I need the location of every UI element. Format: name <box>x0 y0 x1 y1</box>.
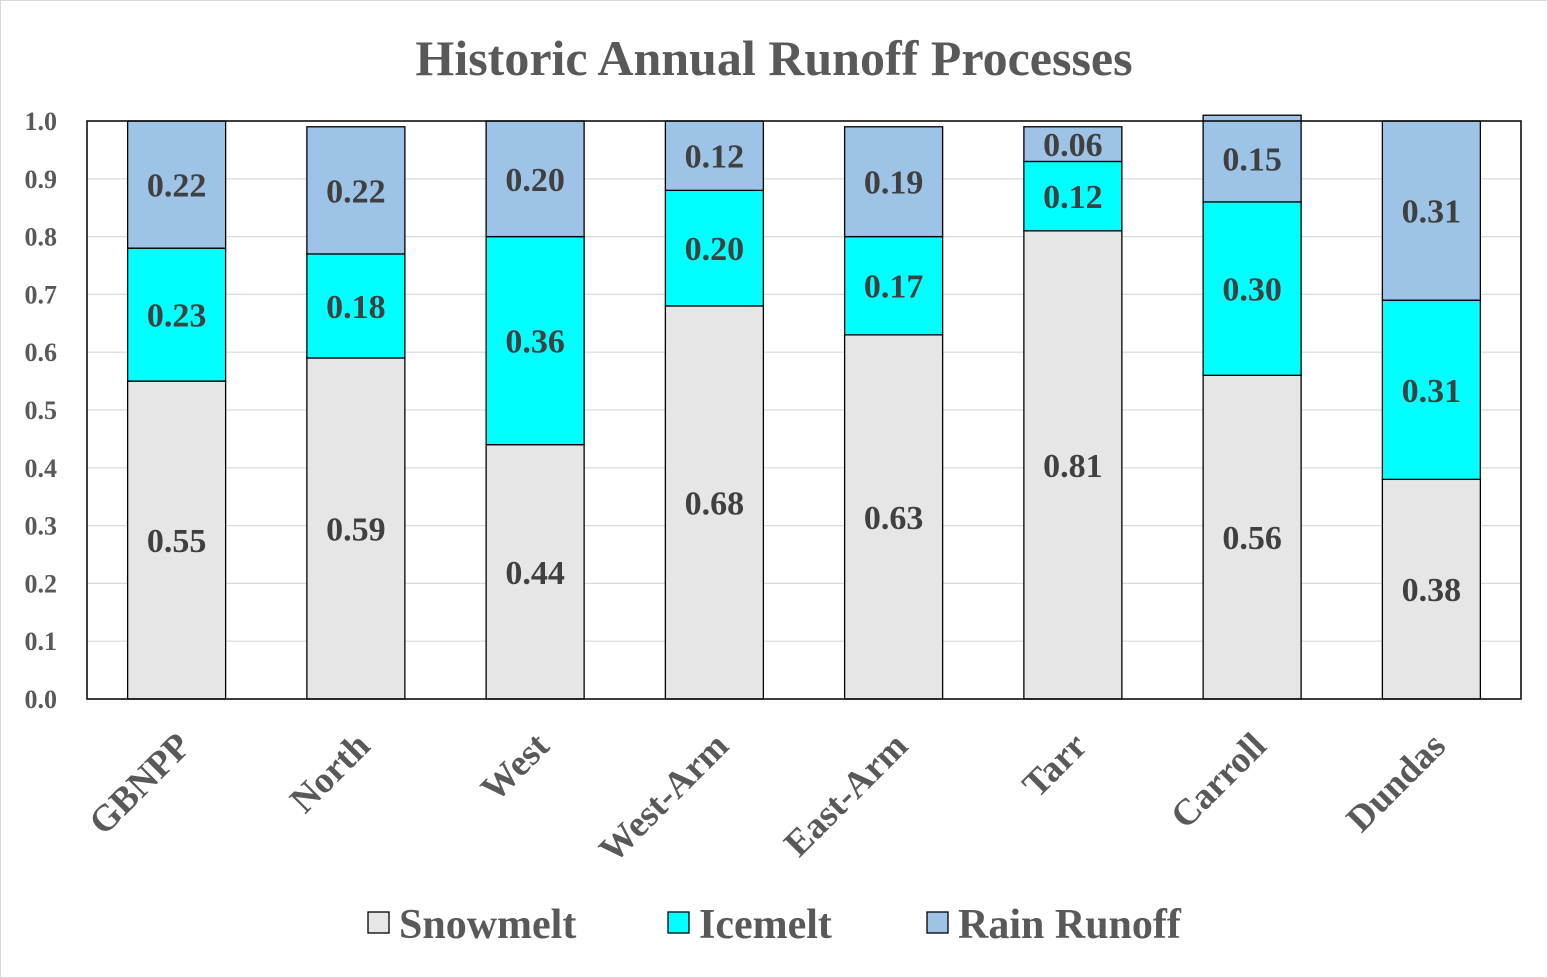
y-tick-label: 0.4 <box>25 454 58 483</box>
data-label: 0.56 <box>1222 520 1282 557</box>
bar-segment <box>485 120 585 238</box>
y-tick-label: 0.8 <box>25 223 58 252</box>
legend-swatch <box>367 911 390 934</box>
legend-swatch <box>667 911 690 934</box>
data-label: 0.17 <box>864 269 924 306</box>
bar-segment <box>1381 120 1482 301</box>
bar-segment <box>485 444 585 700</box>
bars <box>126 114 1482 700</box>
y-axis-ticks: 0.0 0.1 0.2 0.3 0.4 0.5 0.6 0.7 0.8 0.9 1.0 <box>25 107 58 714</box>
bar-segment <box>1381 478 1482 700</box>
data-label: 0.12 <box>685 139 745 176</box>
data-label: 0.20 <box>505 162 565 199</box>
data-label: 0.63 <box>864 500 924 537</box>
data-label: 0.38 <box>1402 572 1462 609</box>
data-label: 0.19 <box>864 165 924 202</box>
data-label: 0.22 <box>147 168 207 205</box>
x-tick-label: Carroll <box>1163 725 1274 836</box>
data-label: 0.12 <box>1043 179 1103 216</box>
bar-segment <box>664 305 765 700</box>
data-label: 0.36 <box>505 324 565 361</box>
bar-segment <box>1202 374 1302 700</box>
bar-segment <box>485 235 585 446</box>
bar-segment <box>843 235 944 336</box>
x-axis-ticks: GBNPP North West West-Arm East-Arm Tarr Carrol… <box>81 725 1453 871</box>
data-label: 0.22 <box>326 173 386 210</box>
data-label: 0.06 <box>1043 127 1103 164</box>
data-label: 0.68 <box>685 485 745 522</box>
x-tick-label: Dundas <box>1339 725 1454 840</box>
y-tick-label: 0.6 <box>25 338 58 367</box>
bar-segment <box>1381 299 1482 481</box>
x-tick-label: Tarr <box>1015 725 1095 805</box>
y-tick-label: 1.0 <box>25 107 58 136</box>
bar-segment <box>1202 201 1302 376</box>
x-tick-label: GBNPP <box>81 725 199 843</box>
x-tick-label: East-Arm <box>777 725 917 865</box>
data-label: 0.44 <box>505 555 565 592</box>
bar-segment <box>1023 126 1123 163</box>
bar-segment <box>664 189 765 307</box>
bar-segment <box>664 120 765 192</box>
bar-segment <box>1023 160 1123 232</box>
y-tick-label: 0.2 <box>25 569 58 598</box>
bar-segment <box>126 380 227 700</box>
bar-segment <box>306 357 406 700</box>
y-tick-label: 0.1 <box>25 627 58 656</box>
data-label: 0.30 <box>1222 272 1282 309</box>
y-tick-label: 0.0 <box>25 685 58 714</box>
chart-title: Historic Annual Runoff Processes <box>415 30 1132 86</box>
x-tick-label: North <box>282 725 378 821</box>
data-label: 0.31 <box>1402 373 1462 410</box>
x-tick-label: West-Arm <box>592 725 737 870</box>
bar-segment <box>306 126 406 255</box>
data-label: 0.81 <box>1043 448 1103 485</box>
legend: Snowmelt Icemelt Rain Runoff <box>367 902 1182 948</box>
y-tick-label: 0.9 <box>25 165 58 194</box>
data-label: 0.23 <box>147 298 207 335</box>
data-label: 0.55 <box>147 523 207 560</box>
bar-segment <box>843 126 944 238</box>
legend-label: Snowmelt <box>399 902 576 948</box>
data-label: 0.31 <box>1402 194 1462 231</box>
bar-segment <box>126 247 227 382</box>
y-tick-label: 0.7 <box>25 280 58 309</box>
data-label: 0.15 <box>1222 142 1282 179</box>
gridlines <box>87 120 1521 700</box>
legend-label: Icemelt <box>699 902 832 948</box>
data-label: 0.59 <box>326 511 386 548</box>
legend-label: Rain Runoff <box>958 902 1182 948</box>
legend-swatch <box>926 911 949 934</box>
y-tick-label: 0.3 <box>25 512 58 541</box>
data-labels: 0.55 0.23 0.22 0.59 0.18 0.22 0.44 0.36 0.20 0.68… <box>147 127 1461 609</box>
bar-segment <box>1023 230 1123 700</box>
data-label: 0.18 <box>326 289 386 326</box>
bar-segment <box>126 120 227 249</box>
data-label: 0.20 <box>685 231 745 268</box>
y-tick-label: 0.5 <box>25 396 58 425</box>
plot-area-border <box>86 120 1522 700</box>
x-tick-label: West <box>473 725 558 810</box>
bar-segment <box>1202 114 1302 203</box>
